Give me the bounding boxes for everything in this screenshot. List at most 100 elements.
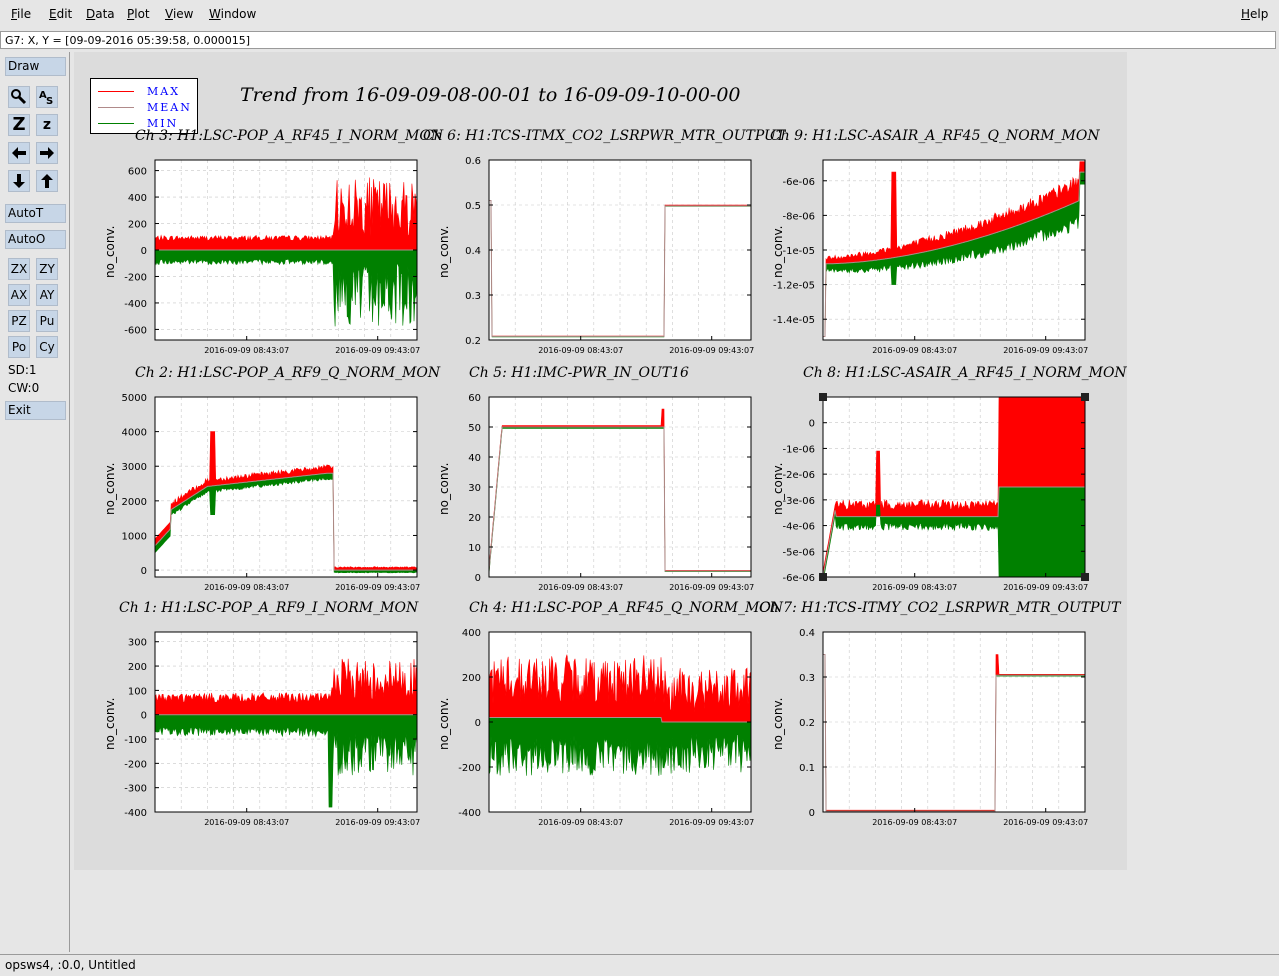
x-tick-label: 2016-09-09 09:43:07	[335, 583, 420, 592]
y-tick-label: 40	[468, 453, 481, 464]
y-tick-label: 300	[128, 638, 147, 649]
y-tick-label: -400	[458, 808, 481, 819]
menu-help[interactable]: Help	[1241, 7, 1269, 21]
y-tick-label: 400	[128, 193, 147, 204]
y-tick-label: 0.5	[465, 201, 481, 212]
y-tick-label: 0	[141, 246, 147, 257]
zoom-small-z-button[interactable]: z	[36, 114, 58, 136]
y-tick-label: 0	[141, 711, 147, 722]
ax-button[interactable]: AX	[8, 284, 30, 306]
chart-title: Ch 6: H1:TCS-ITMX_CO2_LSRPWR_MTR_OUTPUT	[423, 128, 786, 144]
cw-label: CW:0	[8, 381, 40, 395]
pu-button[interactable]: Pu	[36, 310, 58, 332]
x-tick-label: 2016-09-09 08:43:07	[204, 583, 289, 592]
draw-button[interactable]: Draw	[5, 57, 66, 76]
y-tick-label: 0.6	[465, 156, 481, 167]
y-tick-label: -2e-06	[783, 470, 815, 481]
y-tick-label: 50	[468, 423, 481, 434]
menu-data[interactable]: Data	[86, 7, 115, 21]
y-tick-label: 0	[809, 808, 815, 819]
y-tick-label: -100	[124, 735, 147, 746]
y-tick-label: 1000	[122, 531, 147, 542]
series-mean	[154, 472, 417, 571]
y-tick-label: 0	[475, 573, 481, 584]
y-tick-label: -6e-06	[783, 177, 815, 188]
legend-mean: MEAN	[91, 100, 199, 116]
legend-min-swatch	[98, 123, 134, 124]
sd-label: SD:1	[8, 363, 37, 377]
y-tick-label: 0.3	[799, 673, 815, 684]
legend-max-swatch	[98, 91, 134, 92]
coordinate-readout: G7: X, Y = [09-09-2016 05:39:58, 0.00001…	[0, 31, 1276, 49]
menu-window[interactable]: Window	[209, 7, 257, 21]
right-arrow-icon[interactable]	[36, 142, 58, 164]
exit-button[interactable]: Exit	[5, 401, 66, 420]
y-tick-label: 30	[468, 483, 481, 494]
coordinate-text: G7: X, Y = [09-09-2016 05:39:58, 0.00001…	[5, 34, 251, 47]
y-tick-label: 0.3	[465, 291, 481, 302]
up-arrow-icon[interactable]	[36, 170, 58, 192]
menu-view[interactable]: View	[165, 7, 194, 21]
series-mean	[823, 171, 1085, 337]
y-tick-label: -6e-06	[783, 573, 815, 584]
legend-mean-label: MEAN	[147, 101, 192, 114]
zoom-big-z-button[interactable]: Z	[8, 114, 30, 136]
zoom-icon[interactable]	[8, 86, 30, 108]
x-tick-label: 2016-09-09 08:43:07	[872, 818, 957, 827]
pz-button[interactable]: PZ	[8, 310, 30, 332]
y-tick-label: -400	[124, 299, 147, 310]
y-tick-label: -1.2e-05	[773, 281, 815, 292]
y-tick-label: 0.4	[465, 246, 481, 257]
y-tick-label: 0.1	[799, 763, 815, 774]
selection-handle[interactable]	[1081, 393, 1089, 401]
menu-edit[interactable]: Edit	[49, 7, 73, 21]
y-tick-label: -200	[458, 763, 481, 774]
y-tick-label: 3000	[122, 462, 147, 473]
chart-title: Ch 9: H1:LSC-ASAIR_A_RF45_Q_NORM_MON	[770, 128, 1100, 144]
menu-file[interactable]: File	[11, 7, 32, 21]
menu-plot[interactable]: Plot	[127, 7, 150, 21]
cy-button[interactable]: Cy	[36, 336, 58, 358]
left-arrow-icon[interactable]	[8, 142, 30, 164]
po-button[interactable]: Po	[8, 336, 30, 358]
ay-button[interactable]: AY	[36, 284, 58, 306]
svg-text:A: A	[39, 90, 47, 101]
chart-title: Ch 5: H1:IMC-PWR_IN_OUT16	[469, 365, 689, 381]
x-tick-label: 2016-09-09 09:43:07	[1003, 818, 1088, 827]
selection-handle[interactable]	[819, 393, 827, 401]
y-tick-label: -5e-06	[783, 547, 815, 558]
y-tick-label: -1.4e-05	[773, 315, 815, 326]
down-arrow-icon[interactable]	[8, 170, 30, 192]
x-tick-label: 2016-09-09 09:43:07	[669, 346, 754, 355]
vertical-scrollbar[interactable]	[1272, 52, 1279, 952]
selection-handle[interactable]	[819, 573, 827, 581]
y-tick-label: -200	[124, 272, 147, 283]
y-tick-label: 0	[141, 566, 147, 577]
x-tick-label: 2016-09-09 08:43:07	[538, 346, 623, 355]
y-tick-label: 0	[809, 419, 815, 430]
legend-min: MIN	[91, 116, 199, 132]
y-tick-label: 200	[128, 220, 147, 231]
selection-handle[interactable]	[1081, 573, 1089, 581]
autot-button[interactable]: AutoT	[5, 204, 66, 223]
x-tick-label: 2016-09-09 08:43:07	[204, 818, 289, 827]
y-tick-label: 100	[128, 686, 147, 697]
y-tick-label: 5000	[122, 393, 147, 404]
chart-plot-3: -6e-06 -8e-06 -1e-05 -1.2e-05 -1.4e-05 2016-0…	[773, 159, 1088, 355]
y-tick-label: 0.4	[799, 628, 815, 639]
chart-plot-9: 0.4 0.3 0.2 0.1 0 2016-09-09 08:43:07 2016-09-…	[799, 628, 1088, 827]
chart-title: Ch 2: H1:LSC-POP_A_RF9_Q_NORM_MON	[135, 365, 441, 381]
zx-button[interactable]: ZX	[8, 258, 30, 280]
series-mean	[488, 426, 751, 572]
y-tick-label: 600	[128, 167, 147, 178]
legend-min-label: MIN	[147, 117, 179, 130]
y-tick-label: 20	[468, 513, 481, 524]
plot-frame	[154, 396, 418, 578]
y-tick-label: -600	[124, 325, 147, 336]
autoo-button[interactable]: AutoO	[5, 230, 66, 249]
legend: MAX MEAN MIN	[90, 78, 198, 134]
svg-text:S: S	[46, 96, 53, 107]
zy-button[interactable]: ZY	[36, 258, 58, 280]
main-title: Trend from 16-09-09-08-00-01 to 16-09-09…	[240, 84, 741, 106]
